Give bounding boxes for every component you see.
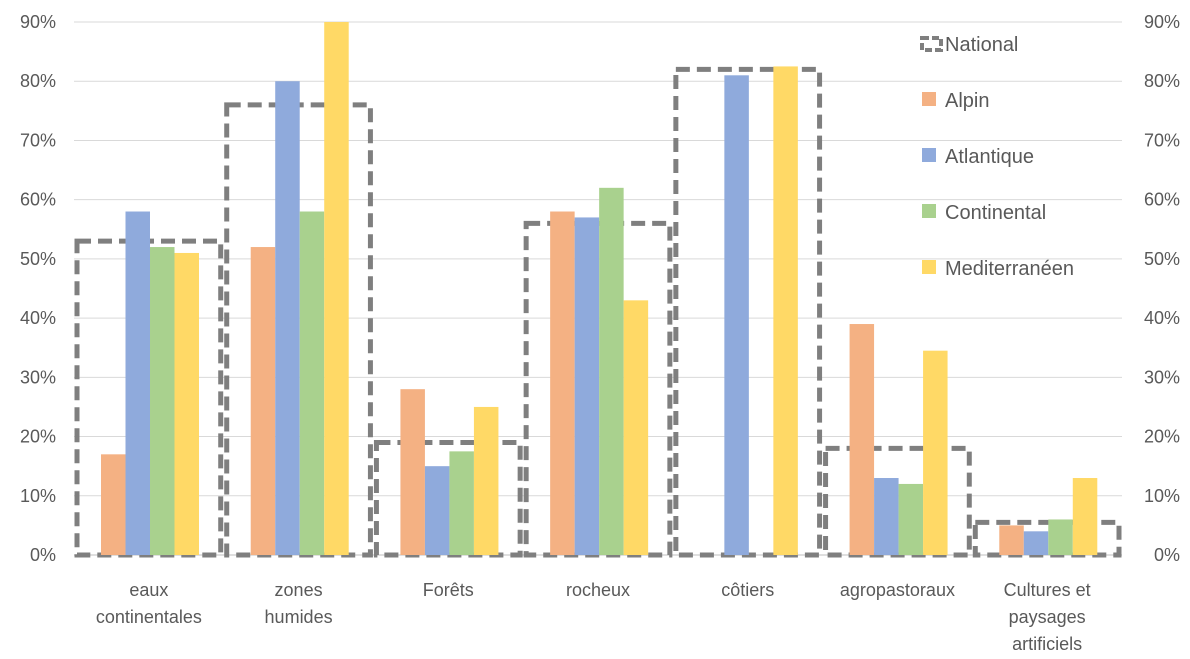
- bar-alpin: [999, 525, 1024, 555]
- y2-tick-label: 80%: [1144, 71, 1180, 91]
- y2-tick-label: 20%: [1144, 427, 1180, 447]
- y-tick-label: 10%: [20, 486, 56, 506]
- y-tick-label: 0%: [30, 545, 56, 565]
- category-label: côtiers: [721, 580, 774, 600]
- legend-swatch-atlantique: [922, 148, 936, 162]
- bar-mediterranéen: [324, 22, 349, 555]
- national-bar: [972, 519, 1122, 558]
- bar-alpin: [400, 389, 425, 555]
- y2-tick-label: 50%: [1144, 249, 1180, 269]
- y2-tick-label: 60%: [1144, 190, 1180, 210]
- y-tick-label: 80%: [20, 71, 56, 91]
- category-label: Cultures et paysages artificiels: [1004, 580, 1091, 654]
- y2-tick-label: 40%: [1144, 308, 1180, 328]
- bar-alpin: [101, 454, 126, 555]
- bar-mediterranéen: [923, 350, 948, 555]
- y2-tick-label: 30%: [1144, 367, 1180, 387]
- y-tick-label: 30%: [20, 367, 56, 387]
- legend-label: Mediterranéen: [945, 258, 1074, 280]
- bar-mediterranéen: [773, 66, 798, 556]
- y-tick-label: 70%: [20, 130, 56, 150]
- left-y-axis: 0% 10% 20% 30% 40% 50% 60% 70% 80% 90%: [20, 12, 56, 565]
- bar-atlantique: [874, 478, 899, 555]
- bar-atlantique: [275, 81, 300, 555]
- bar-series: [101, 22, 1098, 556]
- right-y-axis: 0% 10% 20% 30% 40% 50% 60% 70% 80% 90%: [1144, 12, 1180, 565]
- bar-mediterranéen: [1072, 478, 1098, 555]
- y2-tick-label: 0%: [1154, 545, 1180, 565]
- bar-atlantique: [724, 75, 749, 556]
- legend-swatch-mediterranéen: [922, 260, 936, 274]
- bar-mediterranéen: [623, 300, 649, 555]
- category-labels: eaux continentales zones humides Forêts roche…: [96, 580, 1091, 654]
- legend-swatch-continental: [922, 204, 936, 218]
- bar-continental: [599, 187, 624, 556]
- y2-tick-label: 70%: [1144, 130, 1180, 150]
- bar-continental: [898, 483, 924, 555]
- legend-label: National: [945, 34, 1018, 56]
- bar-alpin: [849, 324, 875, 555]
- bar-atlantique: [424, 466, 450, 555]
- bar-continental: [299, 211, 325, 555]
- bar-continental: [1048, 519, 1073, 555]
- bar-alpin: [250, 247, 276, 556]
- category-label: agropastoraux: [840, 580, 955, 600]
- bar-alpin: [550, 211, 575, 555]
- bar-continental: [449, 451, 474, 555]
- legend-label: Continental: [945, 202, 1046, 224]
- y-tick-label: 50%: [20, 249, 56, 269]
- bar-atlantique: [574, 217, 600, 555]
- bar-atlantique: [1023, 531, 1049, 555]
- bar-atlantique: [125, 211, 150, 555]
- y-tick-label: 20%: [20, 427, 56, 447]
- bar-mediterranéen: [174, 252, 199, 555]
- category-label: Forêts: [423, 580, 474, 600]
- legend-swatch-alpin: [922, 92, 936, 106]
- category-label: rocheux: [566, 580, 630, 600]
- legend-label: Alpin: [945, 90, 989, 112]
- y-tick-label: 40%: [20, 308, 56, 328]
- legend-swatch-national: [920, 36, 943, 52]
- legend-label: Atlantique: [945, 146, 1034, 168]
- category-label: eaux continentales: [96, 580, 202, 627]
- y2-tick-label: 90%: [1144, 12, 1180, 32]
- y-tick-label: 90%: [20, 12, 56, 32]
- y2-tick-label: 10%: [1144, 486, 1180, 506]
- bar-mediterranéen: [473, 406, 499, 555]
- bar-continental: [150, 247, 175, 556]
- y-tick-label: 60%: [20, 190, 56, 210]
- legend: National Alpin Atlantique Continental Medite…: [920, 34, 1074, 280]
- category-label: zones humides: [265, 580, 333, 627]
